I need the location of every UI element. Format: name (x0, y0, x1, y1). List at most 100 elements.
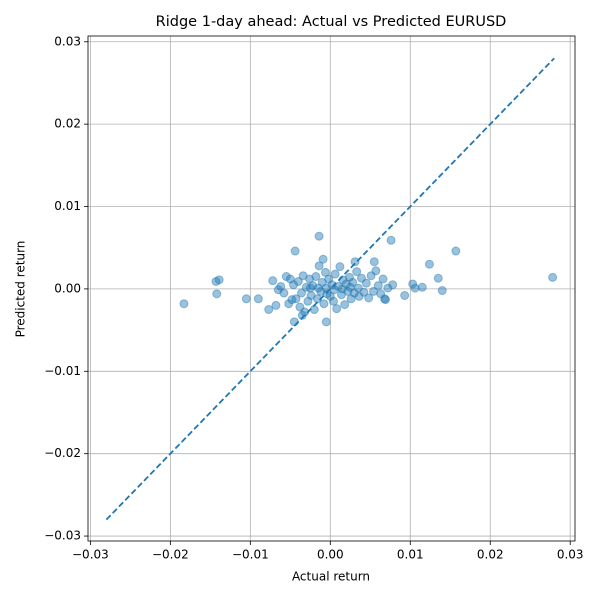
point (332, 304, 342, 314)
point (352, 267, 362, 277)
point (321, 317, 331, 327)
chart-title: Ridge 1-day ahead: Actual vs Predicted E… (156, 14, 507, 30)
point (298, 271, 308, 281)
point (318, 254, 328, 264)
point (281, 272, 291, 282)
y-tick-label: 0.01 (54, 199, 81, 213)
point (314, 231, 324, 241)
point (371, 266, 381, 276)
point (346, 294, 356, 304)
point (378, 274, 388, 284)
point (291, 294, 301, 304)
point (424, 259, 434, 269)
point (368, 286, 378, 296)
point (408, 279, 418, 289)
point (322, 289, 332, 299)
point (330, 269, 340, 279)
point (348, 277, 358, 287)
point (349, 288, 359, 298)
point (179, 299, 189, 309)
point (328, 296, 338, 306)
point (293, 276, 303, 286)
point (324, 274, 334, 284)
reference-line (105, 57, 555, 521)
point (214, 275, 224, 285)
point (305, 283, 315, 293)
point (211, 276, 221, 286)
point (273, 285, 283, 295)
plot-frame (87, 35, 576, 542)
point (314, 261, 324, 271)
point (373, 281, 383, 291)
x-tick-label: 0.03 (557, 548, 584, 562)
point (301, 282, 311, 292)
point (376, 289, 386, 299)
point (253, 294, 263, 304)
point (451, 246, 461, 256)
point (433, 273, 443, 283)
y-tick-label: 0.00 (54, 281, 81, 295)
point (353, 283, 363, 293)
point (308, 281, 318, 291)
point (337, 284, 347, 294)
point (306, 291, 316, 301)
point (276, 281, 286, 291)
point (380, 295, 390, 305)
y-tick-label: −0.02 (44, 446, 81, 460)
point (321, 267, 331, 277)
point (388, 280, 398, 290)
point (343, 286, 353, 296)
point (369, 257, 379, 267)
point (271, 300, 281, 310)
x-tick-label: 0.02 (477, 548, 504, 562)
point (437, 286, 447, 296)
point (297, 288, 307, 298)
point (305, 274, 315, 284)
point (284, 299, 294, 309)
point (325, 291, 335, 301)
point (287, 295, 297, 305)
point (383, 283, 393, 293)
point (268, 276, 278, 286)
point (329, 285, 339, 295)
point (345, 282, 355, 292)
point (364, 293, 374, 303)
point (319, 299, 329, 309)
point (290, 246, 300, 256)
x-tick-label: −0.02 (152, 548, 189, 562)
point (316, 286, 326, 296)
y-tick-label: 0.03 (54, 34, 81, 48)
point (400, 291, 410, 301)
point (264, 305, 274, 315)
point (341, 279, 351, 289)
x-tick-label: −0.01 (232, 548, 269, 562)
point (241, 294, 251, 304)
y-tick-label: −0.01 (44, 364, 81, 378)
point (366, 271, 376, 281)
x-tick-label: 0.01 (397, 548, 424, 562)
point (359, 287, 369, 297)
point (212, 289, 222, 299)
point (335, 262, 345, 272)
point (295, 302, 305, 312)
point (279, 288, 289, 298)
point (285, 274, 295, 284)
point (361, 278, 371, 288)
point (311, 272, 321, 282)
x-tick-label: −0.03 (72, 548, 109, 562)
x-axis-label: Actual return (292, 570, 370, 584)
point (317, 277, 327, 287)
point (303, 296, 313, 306)
point (410, 283, 420, 293)
x-tick-label: 0.00 (317, 548, 344, 562)
point (340, 300, 350, 310)
point (297, 310, 307, 320)
y-tick-label: 0.02 (54, 117, 81, 131)
point (333, 281, 343, 291)
point (380, 294, 390, 304)
point (417, 282, 427, 292)
point (548, 272, 558, 282)
point (356, 273, 366, 283)
point (327, 280, 337, 290)
